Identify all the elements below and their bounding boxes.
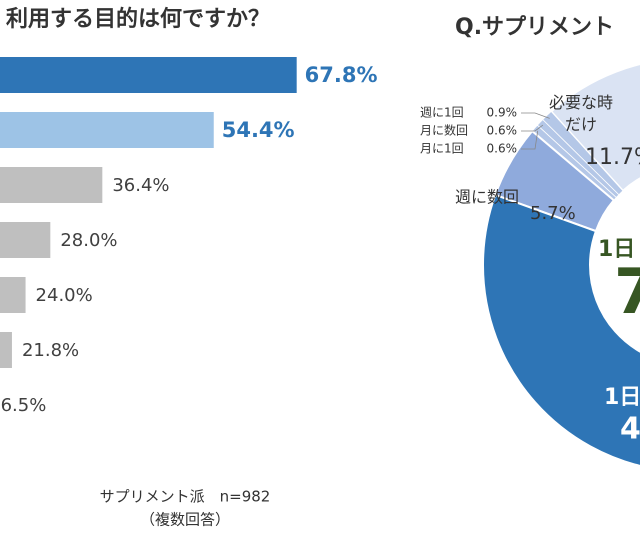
value-label: 67.8% [305, 63, 378, 87]
donut-segment [549, 63, 640, 193]
value-label: 54.4% [222, 118, 295, 142]
segment-name: 週に1回 [420, 106, 464, 120]
segment-name: 月に数回 [420, 123, 468, 138]
center-label: 1日 [598, 237, 635, 262]
bar [0, 167, 103, 203]
leader-line [521, 112, 550, 119]
segment-name: 月に1回 [420, 142, 464, 156]
bar [0, 222, 51, 258]
bar [0, 57, 297, 93]
value-label: 5.7% [530, 203, 576, 224]
donut-segment [482, 193, 640, 467]
value-label: 16.5% [0, 395, 46, 416]
value-label: 24.0% [36, 285, 93, 306]
donut-title: Q.サプリメント [455, 15, 614, 40]
leader-line [521, 124, 544, 132]
segment-name: 必要な時だけ [548, 93, 613, 134]
leader-line [521, 130, 539, 150]
value-label: 0.6% [487, 124, 518, 138]
value-label: 36.4% [112, 175, 169, 196]
value-label: 0.9% [487, 106, 518, 120]
segment-name: 1日 [604, 385, 640, 410]
bar [0, 332, 12, 368]
value-label: 11.7% [585, 145, 640, 170]
bar [0, 277, 26, 313]
note: サプリメント派 n=982 [100, 488, 271, 506]
bar [0, 112, 214, 148]
value-label: 4 [620, 412, 640, 447]
value-label: 21.8% [22, 340, 79, 361]
note: （複数回答） [140, 511, 230, 529]
value-label: 28.0% [60, 230, 117, 251]
center-value: 7 [614, 255, 640, 328]
segment-name: 週に数回 [455, 188, 519, 207]
bar-title: 利用する目的は何ですか？ [6, 6, 270, 32]
value-label: 0.6% [487, 142, 518, 156]
